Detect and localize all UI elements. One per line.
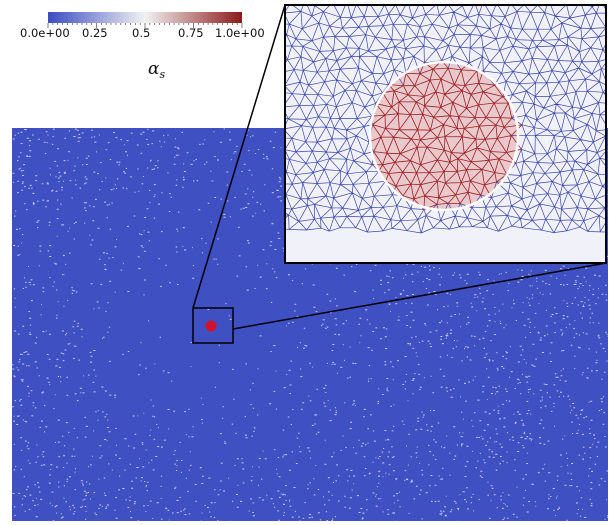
inset-mesh-inner	[368, 60, 523, 210]
inset-frame	[284, 4, 607, 264]
inset-particle-boundary	[368, 60, 520, 212]
colorbar-tick-label: 0.25	[82, 26, 108, 40]
zoom-connector-line	[232, 262, 607, 330]
colorbar-ticks	[47, 23, 243, 28]
colorbar: 0.0e+00 0.25 0.5 0.75 1.0e+00 αs	[20, 12, 265, 81]
variable-symbol: α	[148, 59, 160, 79]
zoom-connector-line	[192, 4, 286, 309]
particle	[205, 320, 217, 332]
colorbar-tick-label: 0.0e+00	[20, 26, 70, 40]
variable-subscript: s	[159, 68, 165, 81]
colorbar-tick-label: 1.0e+00	[215, 26, 265, 40]
colorbar-variable-label: αs	[148, 59, 165, 81]
colorbar-gradient	[48, 12, 242, 23]
zoom-inset	[284, 4, 607, 264]
inset-particle-fill	[370, 62, 518, 210]
colorbar-tick-label: 0.5	[132, 26, 150, 40]
inset-mesh	[285, 5, 606, 234]
zoom-box	[192, 307, 234, 344]
inset-mesh-outer	[285, 5, 606, 234]
colorbar-tick-label: 0.75	[178, 26, 204, 40]
